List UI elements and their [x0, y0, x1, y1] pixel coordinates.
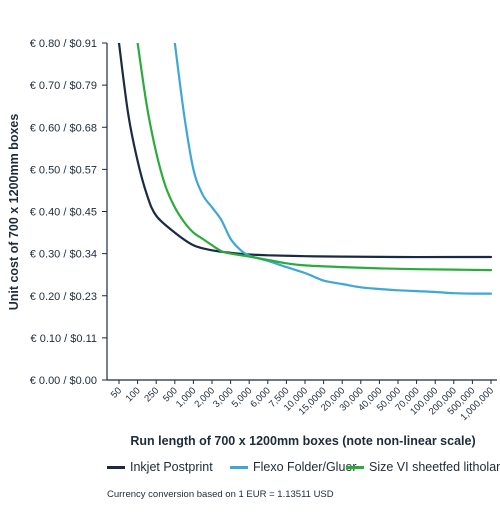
x-tick-label: 3,000	[211, 385, 236, 410]
x-tick-label: 250	[142, 385, 161, 404]
legend-swatch-inkjet	[107, 465, 125, 469]
legend-item-litholam: Size VI sheetfed litholam	[346, 460, 500, 474]
x-axis-title: Run length of 700 x 1200mm boxes (note n…	[130, 434, 475, 448]
legend-item-flexo: Flexo Folder/Gluer	[230, 460, 357, 474]
y-tick-label: € 0.10 / $0.11	[31, 333, 97, 345]
legend-swatch-litholam	[346, 465, 364, 469]
chart: € 0.00 / $0.00 € 0.10 / $0.11 € 0.20 / $0.…	[7, 38, 497, 448]
legend-item-inkjet: Inkjet Postprint	[107, 460, 213, 474]
x-tick-label: 2,000	[193, 385, 218, 410]
legend-swatch-flexo	[230, 465, 248, 469]
y-tick-label: € 0.80 / $0.91	[30, 38, 97, 50]
legend-label-litholam: Size VI sheetfed litholam	[369, 460, 500, 474]
x-tick-label: 5,000	[230, 385, 255, 410]
legend: Inkjet Postprint Flexo Folder/Gluer Size…	[107, 460, 500, 478]
currency-footnote: Currency conversion based on 1 EUR = 1.1…	[107, 489, 334, 500]
legend-label-inkjet: Inkjet Postprint	[130, 460, 213, 474]
y-tick-label: € 0.20 / $0.23	[30, 291, 97, 303]
y-axis-title: Unit cost of 700 x 1200mm boxes	[7, 114, 21, 311]
x-tick-label: 6,000	[248, 385, 273, 410]
y-tick-label: € 0.70 / $0.79	[30, 80, 97, 92]
y-tick-label: € 0.00 / $0.00	[30, 375, 97, 387]
x-tick-label: 1,000	[174, 385, 199, 410]
y-tick-label: € 0.50 / $0.57	[30, 164, 97, 176]
legend-label-flexo: Flexo Folder/Gluer	[253, 460, 357, 474]
series-line-flexo	[173, 43, 493, 295]
x-tick-label: 50	[109, 385, 124, 400]
y-tick-label: € 0.40 / $0.45	[30, 207, 97, 219]
series-line-inkjet	[117, 43, 493, 259]
x-tick-label: 100	[124, 385, 143, 404]
y-tick-label: € 0.30 / $0.34	[30, 249, 97, 261]
series-line-litholam	[136, 43, 493, 272]
y-tick-label: € 0.60 / $0.68	[30, 122, 97, 134]
